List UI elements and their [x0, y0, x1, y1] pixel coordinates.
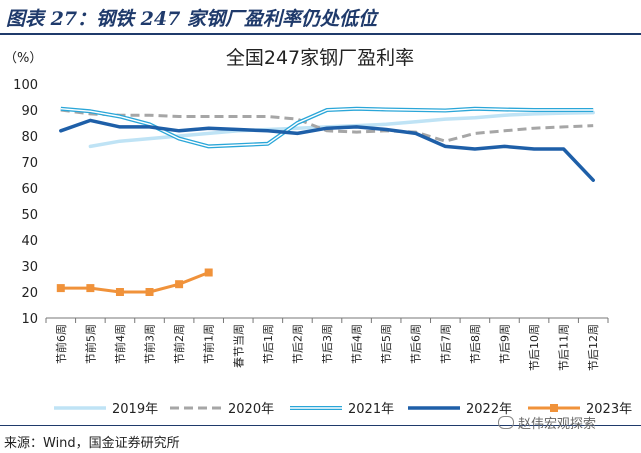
y-tick-label: 80: [21, 130, 38, 145]
watermark: 赵伟宏观探索: [498, 413, 596, 432]
legend-label: 2019年: [112, 402, 158, 417]
legend-item: 2019年: [54, 402, 158, 417]
x-tick-label: 节后6周: [410, 324, 423, 364]
x-tick-label: 节后4周: [351, 324, 364, 364]
x-tick-label: 节后12周: [587, 324, 600, 371]
x-tick-label: 节后2周: [291, 324, 304, 364]
series-line: [59, 118, 595, 182]
watermark-text: 赵伟宏观探索: [518, 417, 597, 432]
data-point: [115, 288, 124, 296]
legend-item: 2020年: [170, 402, 274, 417]
heading-rule: [0, 33, 641, 35]
chart: 全国247家钢厂盈利率 （%） 10 20 30 40 50 60 70 80 90 100 节前6…: [4, 47, 632, 417]
y-tick-label: 50: [21, 208, 38, 223]
legend-item: 2022年: [408, 402, 512, 417]
y-axis-label: （%）: [4, 51, 42, 66]
figure-heading: 图表 27：钢铁 247 家钢厂盈利率仍处低位: [6, 8, 377, 30]
legend-label: 2020年: [228, 402, 274, 417]
x-tick-label: 节后11周: [558, 324, 571, 371]
x-tick-label: 节前4周: [113, 324, 127, 364]
legend-label: 2023年: [586, 402, 632, 417]
series-2021年: [60, 106, 594, 149]
source-note: 来源：Wind，国金证券研究所: [4, 436, 180, 451]
x-tick-label: 节后3周: [321, 324, 334, 364]
y-tick-label: 70: [21, 156, 38, 171]
chart-title: 全国247家钢厂盈利率: [226, 47, 414, 69]
x-tick-label: 节前2周: [172, 324, 186, 364]
axes: 10 20 30 40 50 60 70 80 90 100 节前6周 节前5周 节前4周 节前3周 节前2…: [13, 78, 609, 371]
y-tick-label: 90: [21, 104, 38, 119]
x-tick-label: 节前5周: [83, 324, 97, 364]
y-tick-label: 30: [21, 260, 38, 275]
legend: 2019年 2020年 2021年 2022年 2023年: [54, 402, 632, 417]
y-tick-label: 20: [21, 286, 38, 301]
y-tick-label: 40: [21, 234, 38, 249]
series-2023年: [56, 268, 213, 296]
series-line: [60, 108, 594, 143]
chat-bubble-icon: [498, 416, 514, 429]
x-tick-label: 节后8周: [469, 324, 482, 364]
x-tick-label: 节后9周: [498, 324, 511, 364]
y-tick-label: 60: [21, 182, 38, 197]
series-2020年: [60, 108, 594, 143]
data-point: [56, 284, 65, 293]
x-tick-label: 节后1周: [262, 324, 275, 364]
x-tick-label: 节后5周: [380, 324, 393, 364]
legend-label: 2021年: [348, 402, 394, 417]
x-tick-label: 节前1周: [202, 324, 216, 364]
x-tick-label: 节后10周: [528, 324, 541, 371]
legend-marker: [550, 404, 558, 412]
data-point: [175, 280, 184, 289]
x-tick-label: 节前6周: [54, 324, 68, 364]
series-line-inner: [60, 108, 594, 148]
footer-rule: [0, 425, 641, 426]
legend-item: 2021年: [290, 402, 394, 417]
legend-item: 2023年: [528, 402, 632, 417]
series-line: [59, 271, 211, 294]
y-tick-label: 10: [21, 312, 38, 327]
x-tick-label: 节后7周: [439, 324, 452, 364]
data-point: [204, 268, 213, 277]
series-layer: [56, 106, 595, 296]
legend-label: 2022年: [466, 402, 512, 417]
series-2022年: [59, 118, 595, 182]
data-point: [86, 284, 95, 293]
data-point: [145, 288, 154, 296]
x-tick-label: 春节当周: [231, 324, 245, 368]
x-tick-label: 节前3周: [143, 324, 157, 364]
y-tick-label: 100: [13, 78, 38, 93]
